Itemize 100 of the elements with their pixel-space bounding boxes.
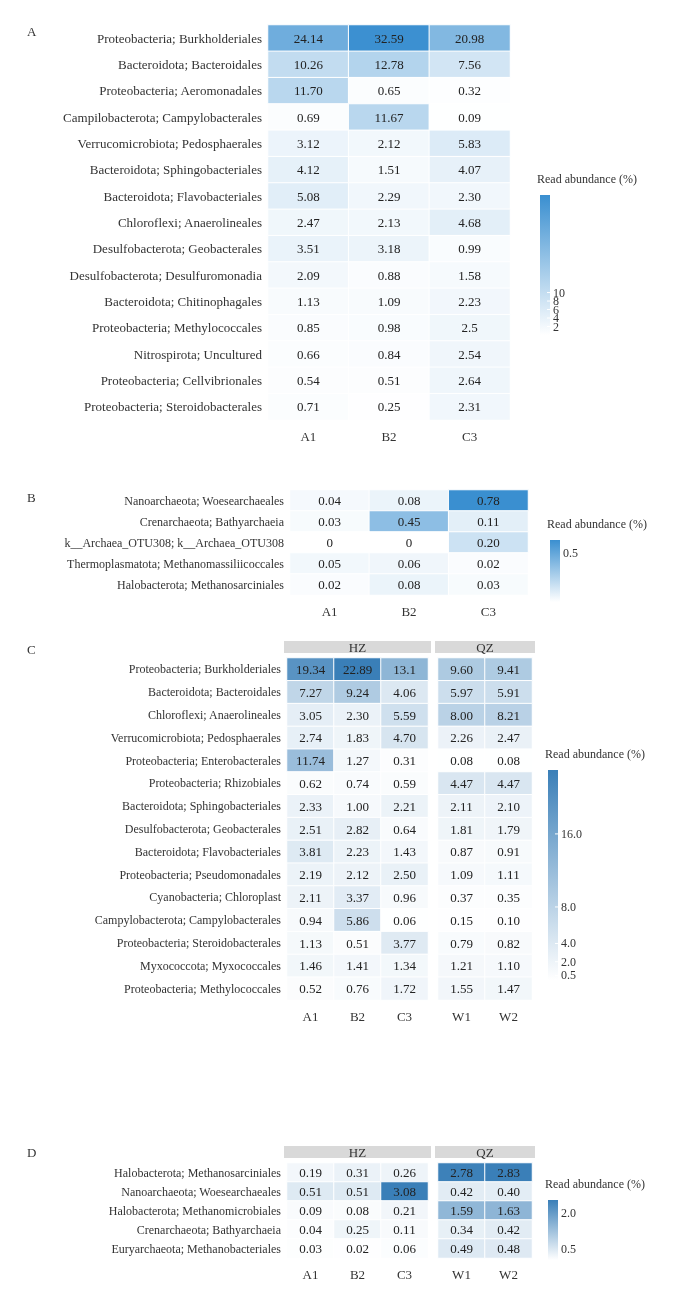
data-label: 1.09 <box>377 294 401 309</box>
data-label: 2.11 <box>299 889 322 905</box>
data-label: 2.29 <box>377 188 401 204</box>
data-label: 10.26 <box>293 57 324 72</box>
data-label: 2.13 <box>377 215 401 230</box>
y-tick-label: Euryarchaeota; Methanobacteriales <box>111 1241 282 1256</box>
y-tick-label: Proteobacteria; Steroidobacterales <box>84 399 262 415</box>
data-label: 0.09 <box>458 109 482 125</box>
text: A <box>27 24 37 39</box>
data-label: 2.26 <box>450 730 474 746</box>
data-label: 0.78 <box>476 493 500 508</box>
data-label: 0.71 <box>296 399 320 415</box>
y-tick-label: Bacteroidota; Flavobacteriales <box>103 188 262 204</box>
data-label: 0.06 <box>393 1241 417 1256</box>
data-label: 1.13 <box>299 935 322 951</box>
y-tick-label: k__Archaea_OTU308; k__Archaea_OTU308 <box>64 535 284 550</box>
data-label: 2.47 <box>296 215 321 230</box>
data-label: 0.04 <box>318 493 342 508</box>
y-tick-label: Proteobacteria; Burkholderiales <box>97 30 262 46</box>
data-label: 0.20 <box>476 535 500 550</box>
y-tick-label: Chloroflexi; Anaerolineales <box>148 708 282 722</box>
data-label: 8.00 <box>450 707 473 723</box>
data-label: 0.85 <box>296 320 320 336</box>
data-label: 0.42 <box>497 1222 520 1237</box>
y-tick-label: Bacteroidota; Bacteroidales <box>117 57 262 72</box>
y-tick-label: Bacteroidota; Bacteroidales <box>148 685 282 700</box>
data-label: 1.13 <box>296 294 320 309</box>
data-label: 0.04 <box>299 1222 323 1237</box>
data-label: 2.09 <box>296 267 320 283</box>
data-label: 2.5 <box>461 320 478 336</box>
data-label: 0.37 <box>450 889 474 905</box>
y-tick-label: Proteobacteria; Burkholderiales <box>128 662 282 677</box>
data-label: 4.68 <box>458 215 482 230</box>
data-label: 0.21 <box>393 1203 416 1218</box>
data-label: 3.12 <box>296 136 320 151</box>
y-tick-label: Nitrospirota; Uncultured <box>133 346 263 362</box>
x-tick-label: B2 <box>349 1267 366 1282</box>
data-label: 1.58 <box>458 267 482 283</box>
y-tick-label: Desulfobacterota; Geobacterales <box>124 822 282 836</box>
data-label: 0.74 <box>346 775 370 791</box>
data-label: 1.46 <box>299 958 323 974</box>
color-bar-title: Read abundance (%) <box>547 517 647 531</box>
data-label: 1.51 <box>377 162 401 178</box>
data-label: 3.18 <box>377 241 401 257</box>
data-label: 2.12 <box>377 136 401 151</box>
y-tick-label: Thermoplasmatota; Methanomassiliicoccales <box>67 556 285 571</box>
data-label: 2.19 <box>299 867 322 883</box>
data-label: 0.51 <box>377 373 401 388</box>
data-label: 2.78 <box>450 1165 473 1180</box>
x-tick-label: W1 <box>452 1267 471 1282</box>
chart-subtitle: QZ <box>476 639 494 655</box>
data-label: 0.03 <box>318 514 342 529</box>
y-tick-label: Desulfobacterota; Desulfuromonadia <box>69 267 263 283</box>
data-label: 0.08 <box>397 493 421 508</box>
data-label: 11.74 <box>296 753 326 769</box>
y-tick-label: Myxococcota; Myxococcales <box>140 958 282 973</box>
y-tick-label: Proteobacteria; Methylococcales <box>91 320 262 336</box>
data-label: 2.11 <box>450 798 473 814</box>
data-label: 0.08 <box>497 753 520 769</box>
data-label: 4.06 <box>393 684 417 700</box>
data-label: 0.54 <box>296 373 321 388</box>
data-label: 7.56 <box>458 57 482 72</box>
data-label: 0.35 <box>497 889 520 905</box>
data-label: 0.49 <box>450 1241 473 1256</box>
chart-subtitle: QZ <box>476 1144 494 1160</box>
data-label: 5.08 <box>296 188 320 204</box>
data-label: 1.83 <box>346 730 369 746</box>
data-label: 9.60 <box>450 661 473 677</box>
data-label: 11.67 <box>374 109 404 125</box>
data-label: 2.23 <box>458 294 482 309</box>
data-label: 0.25 <box>346 1222 369 1237</box>
data-label: 0.42 <box>450 1184 473 1199</box>
data-label: 0.87 <box>450 844 474 860</box>
text: C <box>27 642 36 657</box>
y-tick-label: Chloroflexi; Anaerolineales <box>117 215 262 230</box>
x-tick-label: C3 <box>480 604 496 619</box>
data-label: 0.11 <box>393 1222 416 1237</box>
data-label: 3.05 <box>299 707 322 723</box>
x-tick-label: W1 <box>452 1009 471 1024</box>
data-label: 0.51 <box>346 935 369 951</box>
data-label: 2.23 <box>346 844 369 860</box>
data-label: 1.27 <box>346 753 370 769</box>
data-label: 0.11 <box>477 514 500 529</box>
data-label: 19.34 <box>295 661 326 677</box>
data-label: 1.63 <box>497 1203 520 1218</box>
y-tick-label: Halobacterota; Methanomicrobiales <box>108 1203 282 1218</box>
data-label: 2.50 <box>393 867 416 883</box>
data-label: 0.34 <box>450 1222 474 1237</box>
data-label: 4.70 <box>393 730 416 746</box>
data-label: 2.74 <box>299 730 323 746</box>
data-label: 0.62 <box>299 775 322 791</box>
y-tick-label: Bacteroidota; Sphingobacteriales <box>122 799 282 814</box>
data-label: 0.51 <box>346 1184 369 1199</box>
y-tick-label: Crenarchaeota; Bathyarchaeia <box>136 1222 282 1237</box>
x-tick-label: W2 <box>499 1009 518 1024</box>
y-tick-label: Nanoarchaeota; Woesearchaeales <box>121 1184 282 1199</box>
data-label: 9.24 <box>346 684 370 700</box>
y-tick-label: Bacteroidota; Flavobacteriales <box>134 844 282 859</box>
data-label: 0.96 <box>393 889 417 905</box>
data-label: 0.15 <box>450 912 473 928</box>
